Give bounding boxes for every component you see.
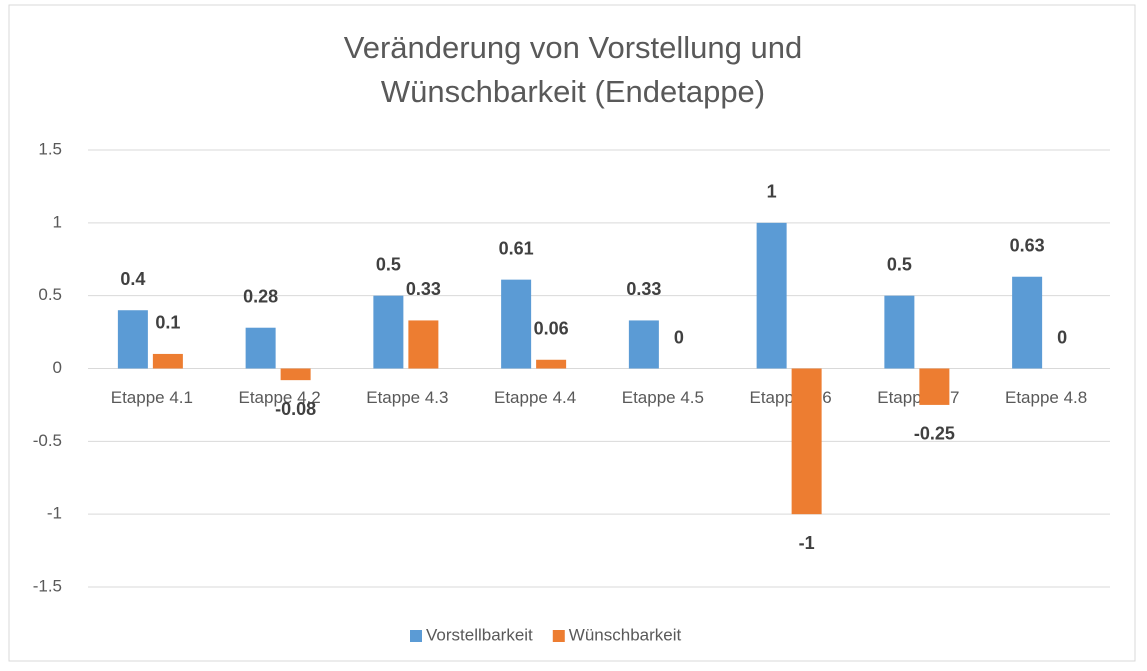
data-label: 0.28 bbox=[243, 286, 278, 306]
data-label: 0.61 bbox=[499, 238, 534, 258]
bar bbox=[884, 295, 915, 369]
data-label: 1 bbox=[767, 182, 777, 202]
x-tick-label: Etappe 4.8 bbox=[1005, 388, 1087, 407]
chart-title: Veränderung von Vorstellung und Wünschba… bbox=[343, 30, 803, 109]
data-label: -0.08 bbox=[275, 399, 316, 419]
legend-label: Vorstellbarkeit bbox=[426, 625, 533, 644]
bar bbox=[501, 279, 532, 369]
legend-swatch bbox=[410, 630, 422, 642]
data-label: 0.33 bbox=[626, 279, 661, 299]
y-tick-label: -1 bbox=[47, 504, 62, 523]
x-tick-label: Etappe 4.2 bbox=[239, 388, 321, 407]
chart-border bbox=[8, 4, 1136, 662]
y-tick-label: -1.5 bbox=[33, 576, 62, 595]
data-label: 0.4 bbox=[120, 269, 145, 289]
bar bbox=[536, 359, 567, 369]
legend-swatch bbox=[552, 630, 565, 642]
data-label: 0.1 bbox=[155, 313, 180, 333]
bar bbox=[1012, 276, 1043, 369]
y-tick-label: 0.5 bbox=[38, 285, 62, 304]
data-label: 0.33 bbox=[406, 279, 441, 299]
x-tick-label: Etappe 4.5 bbox=[622, 388, 704, 407]
y-tick-label: 1.5 bbox=[38, 139, 62, 158]
x-tick-label: Etappe 4.4 bbox=[494, 388, 576, 407]
bar bbox=[919, 368, 950, 405]
data-label: 0 bbox=[1057, 327, 1067, 347]
bar bbox=[373, 295, 404, 369]
bar bbox=[152, 353, 183, 369]
data-label: -0.25 bbox=[914, 424, 955, 444]
y-tick-label: -0.5 bbox=[33, 431, 62, 450]
x-tick-label: Etappe 4.3 bbox=[366, 388, 448, 407]
data-label: 0.06 bbox=[534, 319, 569, 339]
bar bbox=[408, 320, 439, 369]
data-label: 0 bbox=[674, 327, 684, 347]
bar bbox=[628, 320, 659, 369]
data-label: 0.5 bbox=[376, 254, 401, 274]
y-tick-label: 0 bbox=[53, 358, 62, 377]
bar bbox=[117, 310, 148, 369]
bar bbox=[791, 368, 822, 515]
bar bbox=[280, 368, 311, 381]
bar bbox=[756, 222, 787, 369]
legend-label: Wünschbarkeit bbox=[569, 625, 682, 644]
x-tick-label: Etappe 4.1 bbox=[111, 388, 193, 407]
y-tick-label: 1 bbox=[53, 212, 62, 231]
data-label: 0.5 bbox=[887, 254, 912, 274]
data-label: 0.63 bbox=[1010, 235, 1045, 255]
data-label: -1 bbox=[799, 533, 815, 553]
bar bbox=[245, 327, 276, 369]
